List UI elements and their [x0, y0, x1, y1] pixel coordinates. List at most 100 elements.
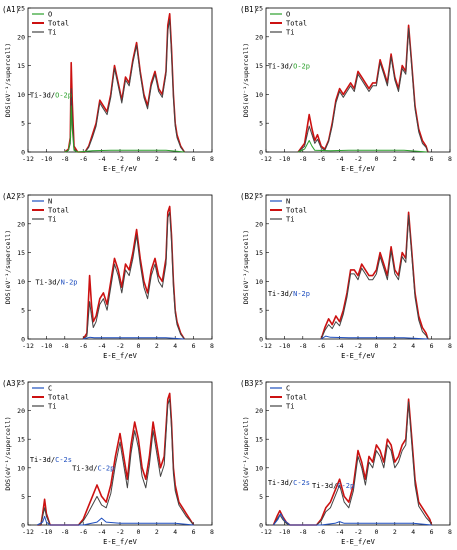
series-line-o — [64, 105, 185, 153]
x-tick-label: 2 — [155, 155, 159, 163]
y-tick-label: 25 — [255, 5, 263, 13]
panel-b2: -12 -10 -8 -6 -4 -2 0 2 4 6 8 0 5 10 15 20 25 E-E_f/eV DOS… — [240, 192, 452, 361]
series-line-total — [320, 211, 429, 340]
x-tick-label: 8 — [448, 342, 452, 350]
y-tick-label: 0 — [259, 336, 263, 344]
annotation-part: C-2s — [55, 456, 72, 464]
x-tick-label: -4 — [98, 342, 106, 350]
x-tick-label: -12 — [22, 342, 34, 350]
annotation-part: Ti-3d/ — [268, 62, 293, 70]
x-tick-label: 6 — [430, 342, 434, 350]
legend-label: Ti — [286, 216, 294, 224]
x-tick-label: -8 — [61, 342, 69, 350]
x-tick-label: 4 — [411, 342, 415, 350]
y-axis-label: DOS(eV⁻¹/supercell) — [4, 43, 12, 117]
x-tick-label: 2 — [155, 528, 159, 536]
y-tick-label: 15 — [255, 436, 263, 444]
legend-label: Total — [48, 394, 69, 402]
series-line-ti — [82, 211, 185, 340]
y-tick-label: 5 — [21, 307, 25, 315]
annotation-label: Ti-3d/O-2p — [268, 62, 310, 70]
legend-label: Ti — [48, 216, 56, 224]
annotation-label: Ti-3d/N-2p — [35, 278, 77, 286]
legend-label: N — [286, 198, 290, 206]
y-tick-label: 25 — [17, 192, 25, 200]
y-tick-label: 10 — [255, 91, 263, 99]
annotation-part: C-2s — [293, 479, 310, 487]
series-line-ti — [320, 214, 429, 340]
annotation-label: Ti-3d/C-2s — [30, 456, 72, 464]
x-axis-label: E-E_f/eV — [103, 352, 138, 360]
legend-label: Ti — [286, 403, 294, 411]
legend-label: Ti — [286, 29, 294, 37]
x-axis-label: E-E_f/eV — [103, 165, 138, 173]
panel-b1: -12 -10 -8 -6 -4 -2 0 2 4 6 8 0 5 10 15 20 25 E-E_f/eV DOS… — [240, 5, 452, 174]
x-tick-label: -10 — [279, 528, 291, 536]
y-tick-label: 15 — [255, 249, 263, 257]
x-tick-label: 8 — [448, 155, 452, 163]
x-tick-label: 4 — [173, 155, 177, 163]
y-tick-label: 0 — [21, 149, 25, 157]
x-tick-label: 0 — [374, 155, 378, 163]
x-tick-label: 8 — [210, 155, 214, 163]
x-tick-label: -12 — [260, 342, 272, 350]
annotation-part: C-2p — [337, 482, 354, 490]
y-tick-label: 25 — [255, 192, 263, 200]
x-tick-label: -8 — [299, 528, 307, 536]
x-tick-label: -4 — [336, 342, 344, 350]
x-tick-label: 2 — [393, 155, 397, 163]
series-line-ti — [297, 27, 429, 153]
y-tick-label: 10 — [17, 278, 25, 286]
annotation-part: N-2p — [61, 278, 78, 286]
series-line-c — [36, 515, 194, 526]
x-tick-label: -12 — [22, 528, 34, 536]
y-tick-label: 15 — [255, 62, 263, 70]
annotation-part: O-2p — [293, 62, 310, 70]
annotation-label: Ti-3d/C-2p — [72, 465, 114, 473]
y-tick-label: 5 — [259, 493, 263, 501]
x-tick-label: -6 — [79, 155, 87, 163]
y-tick-label: 20 — [255, 407, 263, 415]
x-tick-label: 4 — [173, 342, 177, 350]
x-tick-label: -10 — [279, 155, 291, 163]
x-axis-label: E-E_f/eV — [341, 538, 376, 546]
panel-b3: -12 -10 -8 -6 -4 -2 0 2 4 6 8 0 5 10 15 20 25 E-E_f/eV DOS… — [240, 379, 452, 547]
panel-a3: -12 -10 -8 -6 -4 -2 0 2 4 6 8 0 5 10 15 20 25 E-E_f/eV DOS… — [2, 379, 214, 547]
x-tick-label: -10 — [41, 528, 53, 536]
x-tick-label: -6 — [317, 528, 325, 536]
y-axis-label: DOS(eV⁻¹/supercell) — [4, 230, 12, 304]
x-axis-label: E-E_f/eV — [341, 165, 376, 173]
x-tick-label: 6 — [430, 155, 434, 163]
panel-label: (A2) — [2, 192, 20, 201]
legend-label: Total — [286, 207, 307, 215]
y-axis-label: DOS(eV⁻¹/supercell) — [242, 230, 250, 304]
y-tick-label: 15 — [17, 249, 25, 257]
x-tick-label: -6 — [79, 528, 87, 536]
y-tick-label: 5 — [21, 120, 25, 128]
panel-a2: -12 -10 -8 -6 -4 -2 0 2 4 6 8 0 5 10 15 20 25 E-E_f/eV DOS… — [2, 192, 214, 361]
series-line-o — [297, 140, 428, 153]
y-tick-label: 5 — [259, 120, 263, 128]
annotation-part: Ti-3d/ — [72, 465, 97, 473]
series-line-c — [273, 513, 432, 526]
legend-label: C — [48, 385, 52, 393]
annotation-part: O-2p — [55, 91, 72, 99]
x-tick-label: -2 — [354, 155, 362, 163]
x-tick-label: 0 — [136, 155, 140, 163]
y-tick-label: 10 — [17, 464, 25, 472]
annotation-label: Ti-3d/O-2p — [30, 91, 72, 99]
y-axis-label: DOS(eV⁻¹/supercell) — [242, 43, 250, 117]
y-tick-label: 10 — [255, 278, 263, 286]
x-tick-label: -12 — [22, 155, 34, 163]
y-tick-label: 0 — [259, 149, 263, 157]
annotation-part: N-2p — [293, 290, 310, 298]
panel-label: (A1) — [2, 5, 20, 14]
legend-label: Total — [286, 20, 307, 28]
series-line-n — [83, 336, 185, 340]
x-tick-label: 8 — [210, 528, 214, 536]
x-tick-label: 4 — [411, 528, 415, 536]
x-tick-label: 0 — [136, 528, 140, 536]
y-tick-label: 5 — [21, 493, 25, 501]
x-tick-label: -8 — [61, 528, 69, 536]
x-tick-label: -12 — [260, 528, 272, 536]
